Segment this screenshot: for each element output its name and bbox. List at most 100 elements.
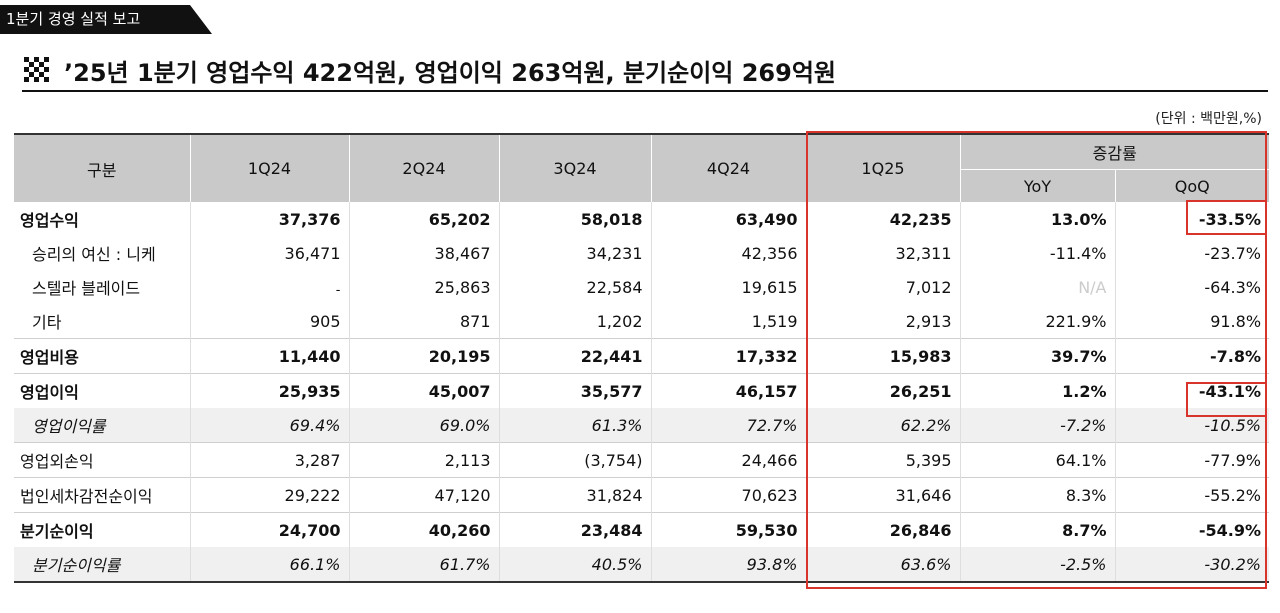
row-net-margin: 분기순이익률 66.1% 61.7% 40.5% 93.8% 63.6% -2.… xyxy=(14,547,1270,583)
cell-1q24: 25,935 xyxy=(189,373,349,408)
cell-qoq: -54.9% xyxy=(1114,512,1270,547)
cell-1q25: 42,235 xyxy=(805,202,960,236)
row-operating-expenses: 영업비용 11,440 20,195 22,441 17,332 15,983 … xyxy=(14,338,1270,374)
row-label: 영업이익률 xyxy=(14,408,190,443)
cell-3q24: 31,824 xyxy=(498,477,651,513)
cell-1q24: 69.4% xyxy=(189,408,349,443)
cell-2q24: 38,467 xyxy=(348,236,499,270)
cell-1q24: 11,440 xyxy=(189,338,349,374)
checkered-square-icon xyxy=(24,57,49,82)
row-label: 승리의 여신 : 니케 xyxy=(32,245,156,264)
cell-qoq: -55.2% xyxy=(1114,477,1270,513)
row-operating-margin: 영업이익률 69.4% 69.0% 61.3% 72.7% 62.2% -7.2… xyxy=(14,408,1270,443)
header-yoy: YoY xyxy=(959,169,1115,202)
cell-2q24: 20,195 xyxy=(348,338,499,374)
cell-2q24: 45,007 xyxy=(348,373,499,408)
cell-yoy: 13.0% xyxy=(959,202,1115,236)
cell-4q24: 42,356 xyxy=(650,236,806,270)
cell-3q24: (3,754) xyxy=(498,442,651,478)
cell-1q25: 31,646 xyxy=(805,477,960,513)
row-nikke: 승리의 여신 : 니케 36,471 38,467 34,231 42,356 … xyxy=(14,236,1270,270)
cell-qoq: 91.8% xyxy=(1114,304,1270,339)
cell-4q24: 70,623 xyxy=(650,477,806,513)
cell-1q24: 24,700 xyxy=(189,512,349,547)
cell-3q24: 22,584 xyxy=(498,270,651,304)
cell-4q24: 63,490 xyxy=(650,202,806,236)
cell-qoq: -64.3% xyxy=(1114,270,1270,304)
header-rate-group: 증감률 xyxy=(959,133,1270,170)
cell-3q24: 1,202 xyxy=(498,304,651,339)
row-label: 스텔라 블레이드 xyxy=(32,279,141,298)
cell-1q24: 29,222 xyxy=(189,477,349,513)
cell-4q24: 19,615 xyxy=(650,270,806,304)
row-label: 분기순이익 xyxy=(14,512,190,547)
cell-2q24: 69.0% xyxy=(348,408,499,443)
title-row: ’25년 1분기 영업수익 422억원, 영업이익 263억원, 분기순이익 2… xyxy=(24,50,1268,90)
section-tag: 1분기 경영 실적 보고 xyxy=(0,5,212,34)
header-3q24: 3Q24 xyxy=(498,133,651,202)
title-divider xyxy=(22,90,1268,92)
header-4q24: 4Q24 xyxy=(650,133,806,202)
row-stellar-blade: 스텔라 블레이드 - 25,863 22,584 19,615 7,012 N/… xyxy=(14,270,1270,304)
cell-3q24: 61.3% xyxy=(498,408,651,443)
cell-yoy: 8.3% xyxy=(959,477,1115,513)
row-label: 기타 xyxy=(32,313,62,332)
row-label: 영업외손익 xyxy=(14,442,190,478)
cell-qoq: -10.5% xyxy=(1114,408,1270,443)
cell-yoy: 39.7% xyxy=(959,338,1115,374)
cell-4q24: 24,466 xyxy=(650,442,806,478)
cell-3q24: 35,577 xyxy=(498,373,651,408)
cell-4q24: 17,332 xyxy=(650,338,806,374)
header-2q24: 2Q24 xyxy=(348,133,499,202)
cell-1q24: 905 xyxy=(189,304,349,339)
cell-2q24: 61.7% xyxy=(348,547,499,583)
row-other: 기타 905 871 1,202 1,519 2,913 221.9% 91.8… xyxy=(14,304,1270,339)
cell-3q24: 40.5% xyxy=(498,547,651,583)
cell-1q25: 7,012 xyxy=(805,270,960,304)
cell-2q24: 65,202 xyxy=(348,202,499,236)
cell-3q24: 23,484 xyxy=(498,512,651,547)
cell-yoy: 221.9% xyxy=(959,304,1115,339)
row-operating-income: 영업이익 25,935 45,007 35,577 46,157 26,251 … xyxy=(14,373,1270,408)
cell-1q24: 3,287 xyxy=(189,442,349,478)
cell-1q25: 15,983 xyxy=(805,338,960,374)
cell-qoq: -7.8% xyxy=(1114,338,1270,374)
empty-dash: - xyxy=(335,283,341,298)
cell-4q24: 59,530 xyxy=(650,512,806,547)
cell-yoy: 1.2% xyxy=(959,373,1115,408)
cell-yoy: N/A xyxy=(959,270,1115,304)
cell-2q24: 47,120 xyxy=(348,477,499,513)
row-operating-revenue: 영업수익 37,376 65,202 58,018 63,490 42,235 … xyxy=(14,202,1270,236)
cell-1q25: 26,846 xyxy=(805,512,960,547)
cell-qoq: -77.9% xyxy=(1114,442,1270,478)
cell-yoy: -2.5% xyxy=(959,547,1115,583)
cell-1q24: 36,471 xyxy=(189,236,349,270)
row-label: 영업수익 xyxy=(20,211,79,230)
cell-1q24: 66.1% xyxy=(189,547,349,583)
header-1q25: 1Q25 xyxy=(805,133,960,202)
financial-table: 구분 1Q24 2Q24 3Q24 4Q24 1Q25 증감률 YoY QoQ … xyxy=(14,133,1270,583)
cell-4q24: 93.8% xyxy=(650,547,806,583)
row-label: 영업비용 xyxy=(14,338,190,374)
cell-1q25: 2,913 xyxy=(805,304,960,339)
cell-yoy: -11.4% xyxy=(959,236,1115,270)
cell-1q25: 26,251 xyxy=(805,373,960,408)
cell-1q24: - xyxy=(189,270,349,304)
row-net-income: 분기순이익 24,700 40,260 23,484 59,530 26,846… xyxy=(14,512,1270,547)
cell-1q24: 37,376 xyxy=(189,202,349,236)
cell-2q24: 871 xyxy=(348,304,499,339)
header-qoq: QoQ xyxy=(1114,169,1270,202)
cell-yoy: 8.7% xyxy=(959,512,1115,547)
cell-4q24: 46,157 xyxy=(650,373,806,408)
page-title: ’25년 1분기 영업수익 422억원, 영업이익 263억원, 분기순이익 2… xyxy=(64,58,836,87)
cell-3q24: 34,231 xyxy=(498,236,651,270)
cell-yoy: 64.1% xyxy=(959,442,1115,478)
cell-2q24: 2,113 xyxy=(348,442,499,478)
cell-qoq: -33.5% xyxy=(1114,202,1270,236)
cell-1q25: 5,395 xyxy=(805,442,960,478)
cell-yoy: -7.2% xyxy=(959,408,1115,443)
cell-qoq: -43.1% xyxy=(1114,373,1270,408)
cell-1q25: 63.6% xyxy=(805,547,960,583)
cell-qoq: -23.7% xyxy=(1114,236,1270,270)
row-label: 영업이익 xyxy=(14,373,190,408)
